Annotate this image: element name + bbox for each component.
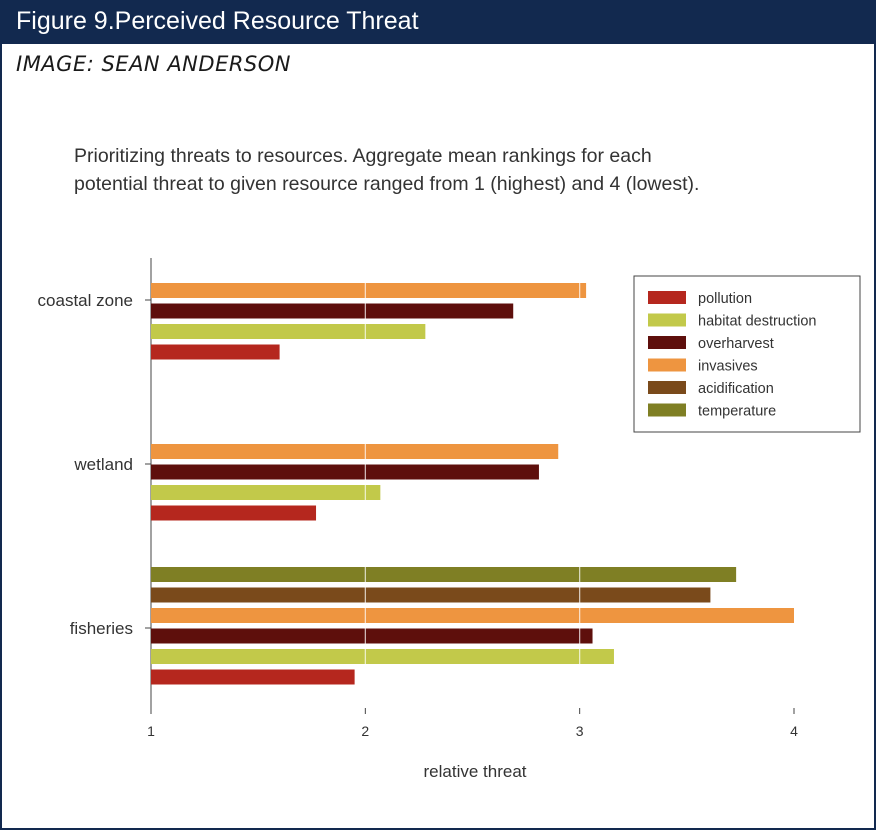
legend-swatch-overharvest <box>648 336 686 349</box>
bar-fisheries-acidification <box>151 587 711 603</box>
legend-label: habitat destruction <box>698 314 817 330</box>
legend-label: acidification <box>698 381 774 397</box>
bar-coastal-zone-habitat-destruction <box>151 324 426 339</box>
category-label: wetland <box>73 455 133 474</box>
x-tick-label: 3 <box>576 723 584 739</box>
figure-title: Figure 9.Perceived Resource Threat <box>16 7 419 35</box>
bar-fisheries-pollution <box>151 669 355 685</box>
legend-swatch-invasives <box>648 358 686 372</box>
category-label: fisheries <box>70 619 133 638</box>
bar-wetland-overharvest <box>151 464 539 480</box>
x-tick-label: 4 <box>790 723 798 739</box>
legend-swatch-temperature <box>648 403 686 417</box>
bar-wetland-habitat-destruction <box>151 485 381 500</box>
bar-fisheries-overharvest <box>151 628 593 644</box>
bar-wetland-invasives <box>151 444 559 459</box>
bar-coastal-zone-overharvest <box>151 303 514 319</box>
bar-fisheries-habitat-destruction <box>151 649 614 664</box>
x-tick-label: 2 <box>361 723 369 739</box>
image-credit: IMAGE: SEAN ANDERSON <box>16 52 291 76</box>
legend-label: temperature <box>698 404 776 420</box>
bar-coastal-zone-invasives <box>151 283 587 298</box>
x-axis-label: relative threat <box>424 762 527 781</box>
bar-fisheries-temperature <box>151 567 737 582</box>
x-tick-label: 1 <box>147 723 155 739</box>
legend-swatch-acidification <box>648 381 686 394</box>
legend-swatch-habitat-destruction <box>648 313 686 327</box>
legend-swatch-pollution <box>648 291 686 304</box>
legend-label: invasives <box>698 359 758 375</box>
bar-fisheries-invasives <box>151 608 794 623</box>
legend-label: overharvest <box>698 336 774 352</box>
bar-coastal-zone-pollution <box>151 344 280 360</box>
figure-header: Figure 9.Perceived Resource Threat <box>2 2 874 44</box>
category-label: coastal zone <box>38 291 133 310</box>
caption-line-2: potential threat to given resource range… <box>74 173 700 195</box>
bar-wetland-pollution <box>151 505 317 521</box>
legend-label: pollution <box>698 291 752 307</box>
chart-caption: Prioritizing threats to resources. Aggre… <box>74 142 874 198</box>
caption-line-1: Prioritizing threats to resources. Aggre… <box>74 145 652 167</box>
